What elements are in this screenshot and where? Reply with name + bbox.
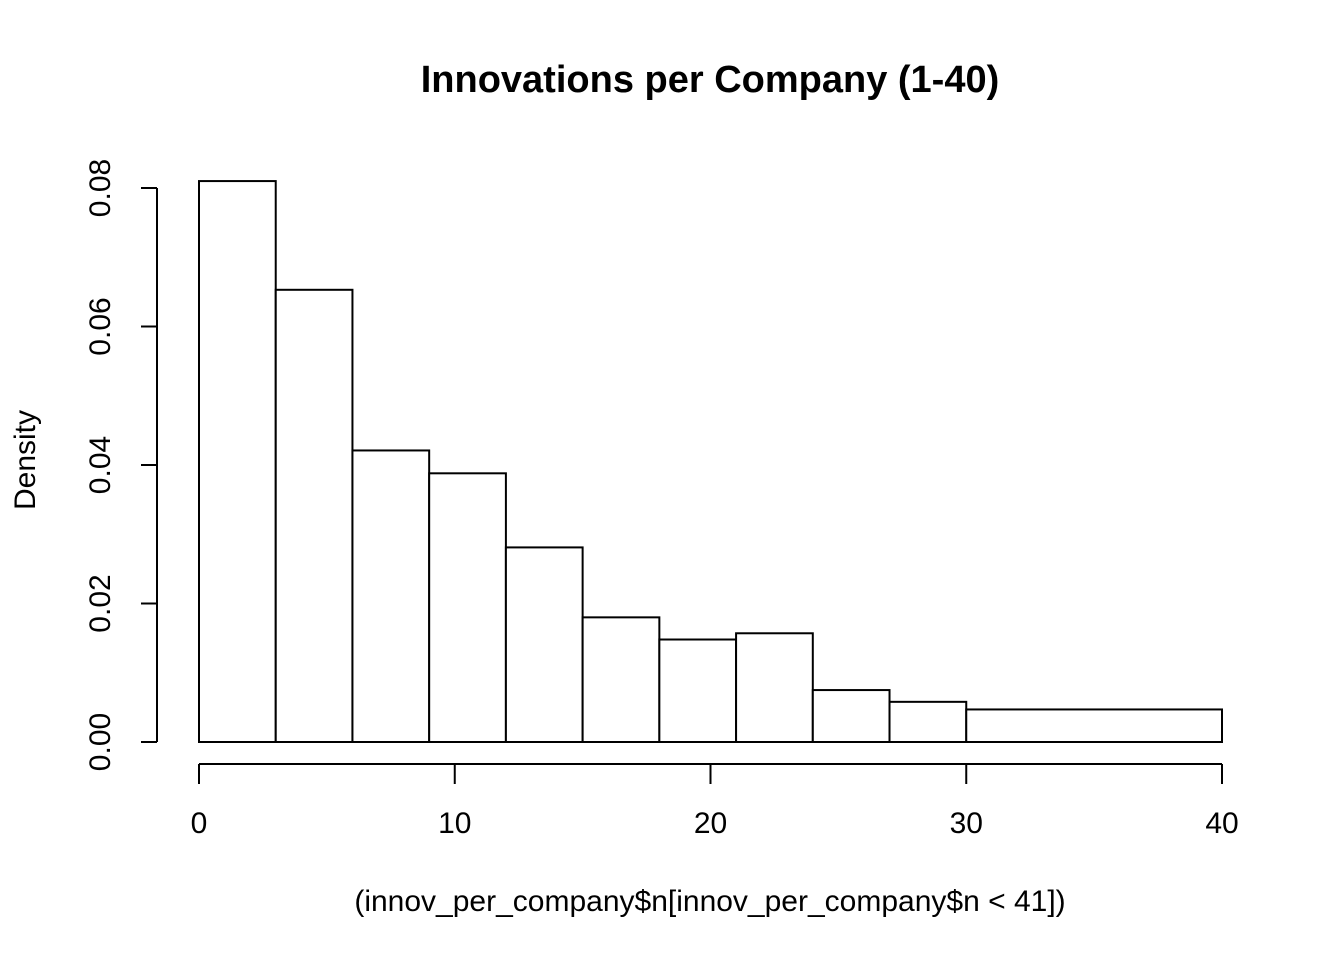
x-axis-label: (innov_per_company$n[innov_per_company$n… bbox=[354, 885, 1065, 918]
histogram-bar-7 bbox=[735, 632, 814, 744]
chart-title: Innovations per Company (1-40) bbox=[421, 59, 1000, 101]
x-tick-label-0: 0 bbox=[191, 807, 208, 840]
y-tick-label-4: 0.08 bbox=[84, 159, 117, 217]
histogram-bar-3 bbox=[428, 472, 507, 743]
histogram-bar-2 bbox=[351, 449, 431, 743]
y-tick-label-2: 0.04 bbox=[84, 436, 117, 494]
x-tick-label-3: 30 bbox=[950, 807, 983, 840]
y-tick-label-1: 0.02 bbox=[84, 574, 117, 632]
y-axis: 0.00 0.02 0.04 0.06 0.08 bbox=[84, 159, 158, 771]
histogram-bar-0 bbox=[198, 180, 277, 743]
histogram-bar-5 bbox=[581, 616, 661, 743]
y-tick-label-3: 0.06 bbox=[84, 297, 117, 355]
y-tick-label-0: 0.00 bbox=[84, 713, 117, 771]
x-tick-label-2: 20 bbox=[694, 807, 727, 840]
histogram-bar-4 bbox=[504, 546, 584, 743]
y-axis-label: Density bbox=[9, 410, 42, 510]
x-tick-label-1: 10 bbox=[438, 807, 471, 840]
histogram-bar-10 bbox=[965, 708, 1223, 744]
histogram-bar-1 bbox=[274, 288, 354, 743]
x-axis: 0 10 20 30 40 bbox=[191, 763, 1239, 840]
histogram-bars bbox=[198, 180, 1223, 744]
histogram-bar-9 bbox=[888, 700, 968, 744]
histogram-bar-6 bbox=[658, 638, 738, 744]
histogram-bar-8 bbox=[811, 689, 891, 743]
x-tick-label-4: 40 bbox=[1205, 807, 1238, 840]
